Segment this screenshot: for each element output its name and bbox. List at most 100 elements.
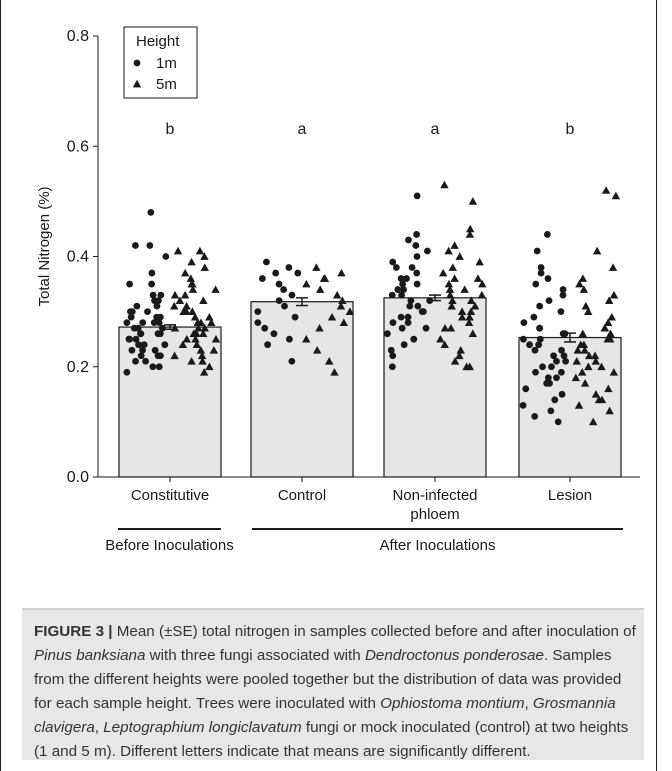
point-1m [133,302,141,310]
point-5m [170,301,179,310]
point-1m [399,280,407,288]
point-5m [192,329,201,338]
point-5m [440,340,449,349]
point-5m [192,340,202,349]
point-5m [315,285,325,293]
point-1m [151,346,159,354]
point-1m [147,209,155,216]
point-1m [132,357,139,365]
caption-part: with three fungi associated with [145,647,365,664]
point-1m [530,313,538,321]
point-1m [389,352,397,360]
point-1m [281,302,288,310]
page-right-rule [656,0,657,771]
point-1m [161,341,169,349]
point-5m [457,312,467,321]
point-1m [413,280,421,288]
point-5m [445,285,455,293]
point-1m [548,363,555,371]
point-5m [175,296,185,304]
point-1m [149,291,157,299]
significance-letter: a [431,121,440,138]
point-5m [465,230,475,238]
point-5m [199,296,208,304]
point-1m [397,313,405,321]
point-1m [285,264,293,271]
point-5m [578,329,587,338]
point-5m [456,346,465,354]
point-5m [173,246,183,255]
point-1m [403,275,410,282]
point-1m [140,341,148,349]
point-5m [191,334,200,343]
point-1m [144,308,151,316]
point-5m [211,285,220,293]
point-5m [302,334,311,343]
point-1m [388,291,396,299]
point-1m [543,231,551,238]
point-5m [581,301,591,310]
point-1m [151,297,158,304]
point-1m [413,192,421,200]
point-1m [539,363,546,371]
point-1m [135,341,142,349]
group-label: After Inoculations [380,537,496,554]
point-1m [550,352,557,360]
point-5m [464,318,474,327]
point-5m [462,362,471,371]
point-1m [128,308,136,316]
point-5m [188,307,197,315]
caption-part: fungi or mock inoculated (control) at tw… [34,719,629,760]
point-5m [211,334,221,343]
point-5m [466,224,475,233]
point-5m [312,263,321,271]
point-1m [544,275,552,282]
point-1m [397,275,405,282]
point-1m [125,335,133,343]
point-1m [558,390,566,398]
point-5m [338,296,347,304]
point-5m [603,334,612,343]
point-1m [557,308,565,316]
point-1m [557,368,565,376]
point-1m [132,335,140,343]
point-1m [383,330,391,338]
point-1m [536,302,544,310]
point-1m [388,363,396,371]
point-1m [413,231,420,238]
point-1m [272,269,280,277]
point-1m [392,264,400,271]
legend-marker-1m [133,59,141,67]
legend-entry-1m: 1m [156,55,177,72]
point-5m [199,329,208,338]
point-1m [536,324,543,332]
point-5m [178,340,188,349]
caption-part: Ophiostoma montium [380,695,525,712]
point-5m [450,274,459,282]
point-1m [422,324,430,332]
point-5m [186,274,196,282]
point-5m [572,357,581,365]
point-5m [438,268,448,277]
point-1m [155,319,163,327]
point-1m [254,319,262,327]
significance-letter: b [166,121,175,138]
point-1m [526,341,533,349]
point-5m [455,252,464,260]
x-tick-label-line: Control [278,487,326,504]
point-1m [398,324,406,332]
legend-marker-5m [132,79,142,88]
point-5m [440,323,450,332]
bar-4 [518,336,622,478]
point-1m [406,302,414,310]
point-5m [608,263,618,271]
point-5m [575,279,584,288]
point-5m [473,274,483,282]
point-5m [468,329,478,338]
point-1m [142,357,149,365]
caption-text: FIGURE 3 | Mean (±SE) total nitrogen in … [34,620,638,764]
point-5m [170,290,180,299]
point-1m [148,280,156,288]
point-5m [573,346,582,354]
point-1m [288,291,296,299]
